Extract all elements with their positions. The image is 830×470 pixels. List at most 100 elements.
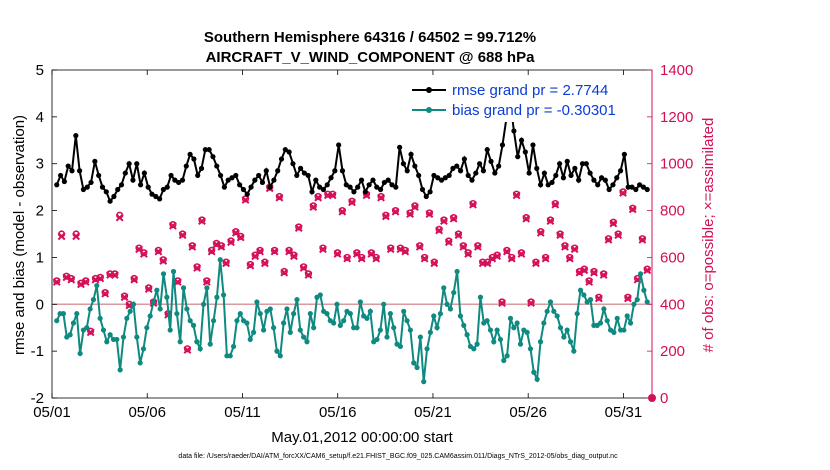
rmse-point — [579, 161, 586, 167]
obs-possible-marker — [387, 244, 395, 252]
y-left-tick-label: 4 — [36, 109, 44, 126]
obs-possible-marker — [638, 235, 646, 243]
rmse-point — [404, 168, 410, 174]
bias-point — [194, 339, 200, 345]
bias-point — [504, 353, 510, 359]
bias-point — [374, 336, 380, 343]
obs-possible-marker — [290, 251, 298, 259]
rmse-point — [130, 177, 136, 183]
obs-assimilated-marker — [212, 240, 221, 249]
obs-assimilated-marker — [144, 285, 153, 293]
obs-possible-marker — [348, 197, 356, 205]
rmse-point — [450, 165, 456, 171]
obs-assimilated-marker — [67, 275, 76, 284]
bias-point — [294, 297, 300, 303]
obs-possible-marker — [154, 246, 163, 254]
rmse-point — [526, 170, 532, 176]
bias-point — [484, 318, 490, 324]
rmse-point — [153, 193, 159, 200]
rmse-point — [275, 168, 281, 174]
obs-assimilated-marker — [507, 254, 516, 263]
obs-assimilated-marker — [391, 207, 400, 216]
rmse-point — [141, 170, 147, 176]
obs-assimilated-marker — [430, 259, 439, 268]
rmse-point — [294, 172, 300, 179]
bias-point — [561, 334, 567, 340]
bias-point — [387, 311, 393, 317]
bias-point — [214, 294, 220, 300]
obs-assimilated-marker — [551, 200, 560, 209]
obs-possible-marker — [498, 298, 506, 306]
rmse-point — [57, 172, 64, 179]
obs-assimilated-marker — [183, 346, 192, 354]
obs-possible-marker — [600, 270, 608, 278]
rmse-point — [469, 177, 475, 183]
bias-point — [174, 311, 180, 317]
bias-point — [354, 325, 360, 331]
rmse-point — [511, 128, 517, 134]
obs-assimilated-marker — [599, 271, 608, 279]
y-left-tick-label: -1 — [31, 343, 44, 360]
rmse-point — [115, 186, 121, 193]
obs-assimilated-marker — [527, 299, 535, 308]
obs-assimilated-marker — [198, 217, 206, 226]
obs-possible-marker — [304, 270, 313, 278]
rmse-point — [290, 161, 296, 167]
rmse-point — [614, 175, 620, 181]
rmse-point — [248, 184, 254, 190]
rmse-point — [416, 172, 422, 179]
rmse-point — [214, 163, 220, 169]
obs-assimilated-marker — [222, 259, 231, 268]
bias-point — [254, 299, 260, 305]
bias-point — [557, 325, 564, 331]
rmse-point — [644, 186, 650, 193]
rmse-point — [221, 184, 227, 190]
obs-assimilated-marker — [580, 266, 589, 275]
obs-assimilated-marker — [115, 213, 124, 222]
obs-possible-marker — [527, 298, 535, 306]
obs-possible-marker — [406, 209, 414, 217]
y-left-tick-label: -2 — [31, 390, 44, 407]
obs-possible-marker — [261, 258, 269, 266]
obs-possible-marker — [522, 214, 530, 222]
rmse-point — [301, 170, 307, 176]
rmse-point — [640, 184, 647, 190]
bias-point — [90, 297, 97, 303]
obs-possible-marker — [546, 216, 555, 224]
rmse-point — [522, 149, 528, 155]
obs-assimilated-marker — [619, 189, 627, 197]
bias-point — [471, 346, 477, 352]
plot-area: 05/01 05/06 05/11 05/16 05/21 05/26 05/31 -2 -1 0… — [31, 62, 694, 421]
rmse-point — [389, 182, 395, 188]
obs-assimilated-marker — [173, 278, 182, 286]
bias-point — [120, 334, 127, 340]
obs-assimilated-marker — [159, 257, 168, 265]
obs-assimilated-marker — [81, 278, 90, 286]
rmse-point — [370, 177, 376, 183]
rmse-point — [126, 161, 132, 167]
rmse-point — [446, 172, 452, 179]
rmse-point — [419, 186, 426, 193]
bias-point — [124, 315, 130, 321]
obs-assimilated-marker — [348, 198, 356, 207]
rmse-point — [408, 151, 414, 157]
rmse-point — [149, 191, 155, 197]
obs-possible-marker — [571, 244, 579, 252]
legend-bias-marker — [426, 107, 432, 113]
obs-possible-marker — [512, 190, 521, 198]
bias-point — [54, 318, 60, 324]
obs-possible-marker — [179, 230, 187, 238]
obs-assimilated-marker — [338, 207, 347, 216]
y-right-tick-label: 1200 — [660, 109, 693, 126]
obs-assimilated-marker — [609, 219, 618, 228]
bias-point — [564, 327, 570, 333]
bias-point — [60, 311, 67, 317]
y-axis-left-label: rmse and bias (model - observation) — [11, 115, 28, 355]
obs-assimilated-marker — [57, 232, 66, 241]
rmse-point — [633, 186, 639, 193]
obs-possible-marker — [227, 237, 235, 245]
rmse-point — [210, 154, 216, 160]
obs-possible-marker — [590, 267, 598, 276]
y-right-tick-label: 1000 — [660, 156, 693, 173]
bias-point — [334, 301, 340, 307]
